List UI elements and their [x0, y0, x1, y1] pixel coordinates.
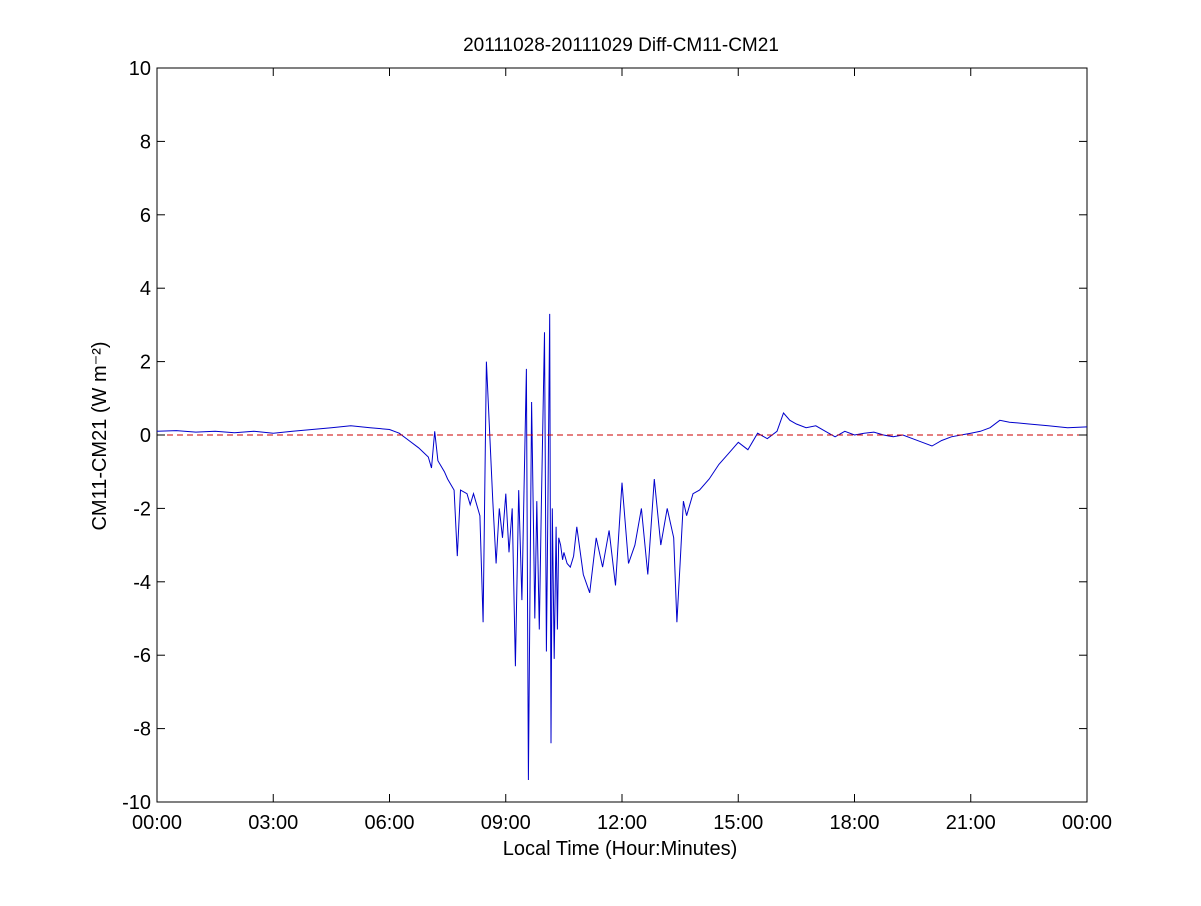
y-tick-label: 0 — [140, 425, 151, 447]
series-line-0 — [156, 313, 1088, 781]
y-tick-label: -8 — [133, 719, 151, 741]
y-tick-label: -6 — [133, 645, 151, 667]
x-tick-label: 12:00 — [597, 812, 647, 834]
x-tick-label: 15:00 — [713, 812, 763, 834]
y-axis-label: CM11-CM21 (W m⁻²) — [89, 341, 111, 530]
y-tick-label: 10 — [129, 58, 151, 80]
chart-title: 20111028-20111029 Diff-CM11-CM21 — [463, 35, 779, 56]
y-axis: -10 -8 -6 -4 -2 0 2 4 6 8 10 — [122, 58, 1087, 814]
plot-area — [156, 67, 1088, 803]
x-tick-label: 21:00 — [946, 812, 996, 834]
x-tick-label: 03:00 — [248, 812, 298, 834]
x-tick-label: 09:00 — [481, 812, 531, 834]
x-tick-label: 00:00 — [1062, 812, 1112, 834]
y-tick-label: 6 — [140, 205, 151, 227]
y-tick-label: 4 — [140, 278, 151, 300]
y-tick-label: -2 — [133, 498, 151, 520]
x-tick-label: 00:00 — [132, 812, 182, 834]
x-axis-label: Local Time (Hour:Minutes) — [503, 838, 738, 860]
y-tick-label: 8 — [140, 131, 151, 153]
x-tick-label: 06:00 — [364, 812, 414, 834]
y-tick-label: -10 — [122, 792, 151, 814]
x-tick-label: 18:00 — [829, 812, 879, 834]
x-axis: 00:00 03:00 06:00 09:00 12:00 15:00 18:00 21:00… — [132, 68, 1112, 834]
y-tick-label: -4 — [133, 572, 151, 594]
y-tick-label: 2 — [140, 352, 151, 374]
